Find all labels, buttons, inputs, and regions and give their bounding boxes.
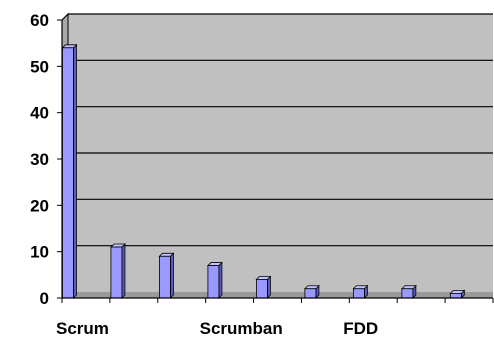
- bar-top-face: [109, 243, 126, 248]
- bar: [449, 289, 466, 299]
- bar-side-face: [266, 275, 271, 299]
- bar-layer: [61, 43, 466, 299]
- x-category-label: FDD: [343, 319, 378, 338]
- bar: [206, 261, 223, 299]
- bar: [158, 252, 175, 299]
- bar-top-face: [449, 289, 466, 294]
- plot-back-wall: [62, 14, 493, 298]
- bar: [400, 284, 417, 299]
- x-category-label: Scrum: [56, 319, 109, 338]
- y-tick-label: 0: [40, 289, 49, 308]
- bar-top-face: [255, 276, 272, 280]
- bar-top-face: [352, 285, 369, 290]
- bar-top-face: [303, 285, 320, 290]
- bar-side-face: [73, 43, 77, 299]
- bar-front-face: [401, 288, 414, 299]
- y-gridline-depth: [61, 13, 69, 21]
- bar: [352, 284, 369, 299]
- y-tick-label: 20: [30, 196, 49, 215]
- y-tick-label: 50: [30, 57, 49, 76]
- bar-side-face: [218, 261, 223, 299]
- y-tick-label: 40: [30, 104, 49, 123]
- y-tick-label: 10: [30, 243, 49, 262]
- bar: [61, 43, 78, 299]
- x-category-label: Scrumban: [200, 319, 283, 338]
- bar-front-face: [304, 288, 317, 299]
- plot-floor: [62, 292, 493, 298]
- bar-top-face: [400, 285, 417, 290]
- bar-front-face: [449, 292, 462, 299]
- bar-front-face: [110, 246, 123, 299]
- bar-top-face: [61, 44, 78, 49]
- bar-front-face: [159, 255, 171, 299]
- bar-front-face: [352, 288, 365, 299]
- bar: [255, 275, 272, 299]
- bar-side-face: [121, 243, 126, 299]
- bar-top-face: [206, 262, 223, 266]
- grid-layer: [61, 12, 493, 300]
- y-tick-label: 60: [30, 11, 49, 30]
- y-tick-label: 30: [30, 150, 49, 169]
- bar: [303, 284, 320, 299]
- bar-front-face: [62, 47, 74, 299]
- bar-top-face: [158, 252, 175, 257]
- bar-front-face: [255, 279, 268, 299]
- bar: [109, 243, 126, 299]
- bar-front-face: [207, 265, 220, 299]
- axis-layer: 0 10 20 30 40 50 60 Scrum Scrumban FDD: [30, 11, 494, 338]
- bar-side-face: [170, 252, 174, 299]
